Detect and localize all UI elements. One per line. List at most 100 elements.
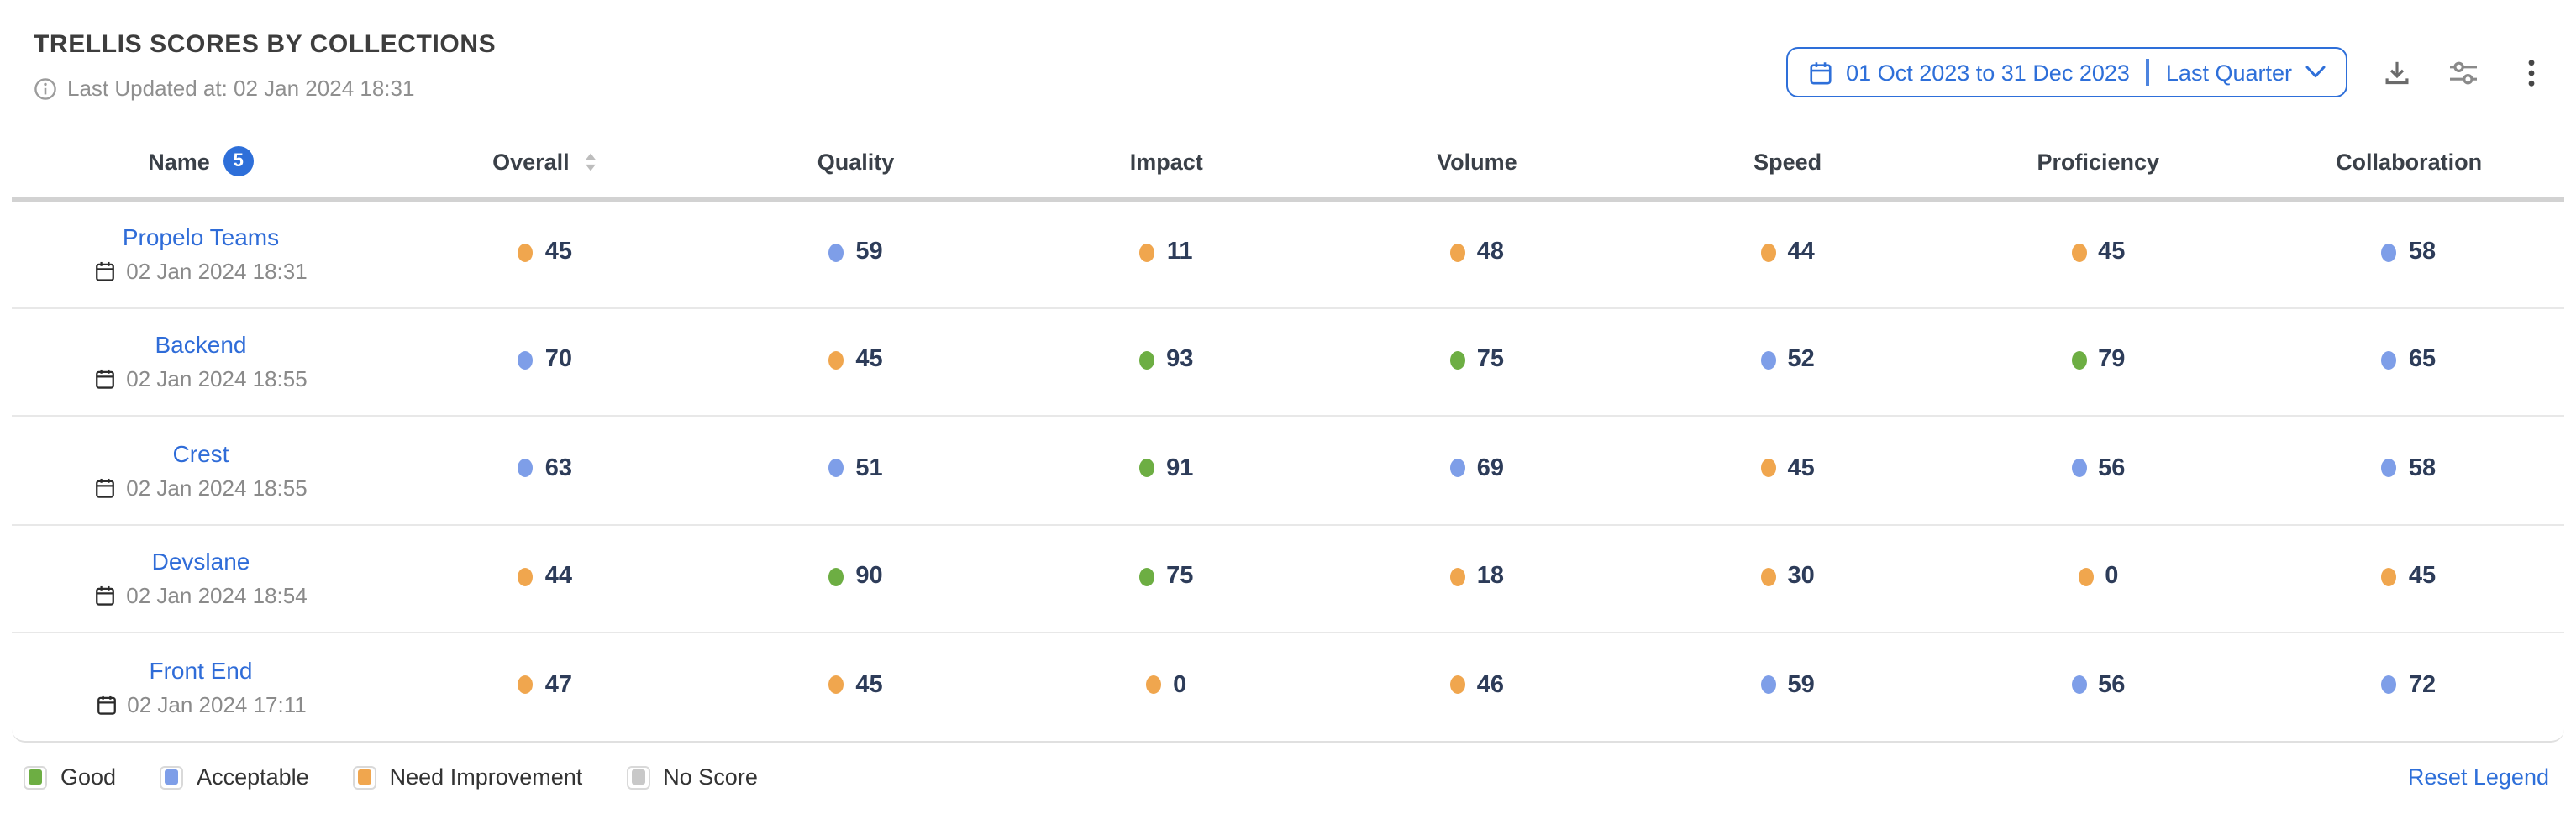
legend-label: Good [60, 764, 117, 790]
score-value: 0 [1173, 671, 1187, 699]
score-dot-acceptable [2071, 459, 2087, 477]
legend-item-acceptable[interactable]: Acceptable [160, 764, 309, 790]
score-dot-acceptable [1760, 350, 1776, 369]
column-header-collaboration: Collaboration [2253, 128, 2564, 202]
collection-link[interactable]: Front End [149, 657, 253, 684]
legend-label: No Score [663, 764, 758, 790]
score-cell: 11 [1011, 199, 1322, 307]
score: 93 [1139, 346, 1193, 373]
table-row: Front End 02 Jan 2024 17:11 47 45 0 46 59 56 72 [12, 632, 2564, 741]
table-row: Crest 02 Jan 2024 18:55 63 51 91 69 45 56 58 [12, 415, 2564, 524]
score-cell: 69 [1322, 415, 1632, 524]
score-dot-need_improvement [1760, 567, 1776, 585]
score: 72 [2381, 672, 2436, 699]
calendar-icon [94, 585, 116, 607]
table-row: Devslane 02 Jan 2024 18:54 44 90 75 18 30 0 45 [12, 523, 2564, 633]
name-cell: Propelo Teams 02 Jan 2024 18:31 [12, 199, 390, 307]
info-icon[interactable] [34, 76, 57, 100]
column-label: Quality [817, 149, 895, 174]
score-value: 45 [855, 346, 883, 373]
column-label: Impact [1129, 149, 1203, 174]
score-value: 65 [2408, 346, 2437, 373]
column-header-speed: Speed [1632, 128, 1943, 202]
score: 91 [1139, 454, 1193, 481]
score: 45 [1760, 454, 1815, 481]
date-range-divider [2146, 59, 2149, 86]
name-cell: Devslane 02 Jan 2024 18:54 [12, 523, 390, 633]
score-cell: 58 [2253, 199, 2564, 307]
legend-items: Good Acceptable Need Improvement No Score [24, 764, 758, 790]
legend-item-need_improvement[interactable]: Need Improvement [352, 764, 582, 790]
score-dot-acceptable [828, 459, 844, 477]
score-dot-acceptable [2071, 675, 2087, 695]
widget-header: TRELLIS SCORES BY COLLECTIONS Last Updat… [0, 0, 2576, 101]
column-label: Name [148, 149, 210, 174]
score-cell: 45 [390, 199, 701, 307]
score-cell: 30 [1632, 523, 1943, 633]
column-label: Proficiency [2037, 149, 2160, 174]
score-cell: 91 [1011, 415, 1322, 524]
score: 65 [2381, 346, 2437, 373]
score-value: 79 [2098, 346, 2126, 373]
score: 46 [1449, 671, 1505, 699]
score-value: 56 [2098, 454, 2126, 481]
reset-legend-link[interactable]: Reset Legend [2407, 764, 2549, 790]
column-label: Overall [492, 149, 570, 174]
legend-item-no_score[interactable]: No Score [626, 764, 758, 790]
collection-link[interactable]: Backend [155, 331, 247, 359]
score-dot-need_improvement [1146, 675, 1162, 695]
score: 63 [518, 454, 572, 481]
score-cell: 52 [1632, 307, 1943, 416]
score-dot-acceptable [2381, 459, 2397, 477]
score-cell: 90 [700, 523, 1012, 633]
score-dot-need_improvement [2071, 243, 2087, 261]
score-value: 46 [1476, 671, 1505, 699]
column-label: Collaboration [2336, 149, 2483, 174]
score-dot-acceptable [518, 459, 534, 477]
column-header-impact: Impact [1011, 128, 1322, 202]
score-value: 45 [2098, 239, 2126, 265]
filter-settings-icon[interactable] [2445, 54, 2482, 91]
score-value: 44 [1787, 239, 1815, 265]
name-cell: Backend 02 Jan 2024 18:55 [12, 307, 390, 416]
score-dot-need_improvement [1449, 567, 1465, 585]
collection-link[interactable]: Crest [172, 439, 229, 467]
calendar-icon [94, 477, 116, 499]
score-value: 59 [855, 239, 883, 265]
column-header-overall[interactable]: Overall [390, 128, 701, 202]
score-cell: 18 [1322, 523, 1632, 633]
score-cell: 75 [1011, 523, 1322, 633]
score: 45 [2381, 563, 2436, 590]
kebab-menu-icon[interactable] [2512, 54, 2549, 91]
score-value: 75 [1166, 563, 1194, 590]
legend-swatch [160, 765, 184, 789]
sort-icon[interactable] [583, 150, 598, 172]
collection-link[interactable]: Devslane [151, 548, 250, 575]
score-value: 70 [544, 346, 572, 373]
score-cell: 93 [1011, 307, 1322, 416]
score-dot-need_improvement [1449, 675, 1465, 695]
score: 48 [1449, 239, 1504, 265]
legend-swatch-color [357, 769, 371, 785]
score-value: 59 [1787, 671, 1815, 699]
download-icon[interactable] [2378, 54, 2415, 91]
legend-label: Acceptable [197, 764, 309, 790]
score-cell: 45 [700, 307, 1012, 416]
score-cell: 45 [1632, 415, 1943, 524]
score-cell: 45 [1943, 199, 2253, 307]
score-value: 47 [544, 671, 572, 699]
score-dot-acceptable [518, 350, 534, 369]
legend-item-good[interactable]: Good [24, 764, 116, 790]
column-label: Speed [1753, 149, 1822, 174]
score: 0 [2078, 563, 2118, 590]
score: 30 [1760, 563, 1815, 590]
date-range-button[interactable]: 01 Oct 2023 to 31 Dec 2023 Last Quarter [1785, 47, 2347, 97]
score-dot-need_improvement [1760, 459, 1776, 477]
score-dot-need_improvement [1760, 243, 1776, 261]
score-cell: 45 [700, 632, 1012, 741]
score-value: 44 [544, 563, 572, 590]
table-body: Propelo Teams 02 Jan 2024 18:31 45 59 11 48 44… [12, 199, 2564, 741]
score: 45 [2071, 239, 2125, 265]
score: 47 [518, 672, 572, 699]
collection-link[interactable]: Propelo Teams [122, 223, 280, 251]
